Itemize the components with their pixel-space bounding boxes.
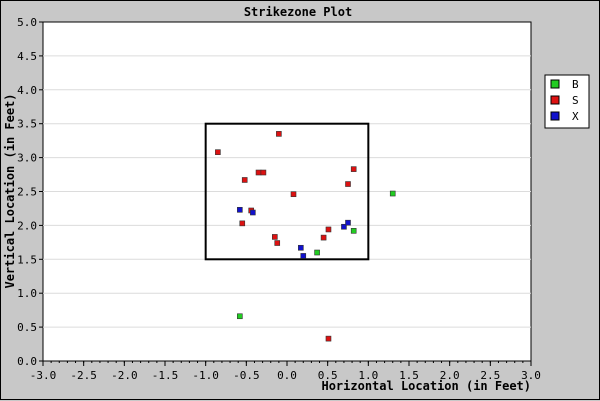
strike-zone-box bbox=[204, 122, 370, 261]
pitch-point-s bbox=[345, 181, 351, 187]
pitch-point-x bbox=[341, 223, 347, 230]
x-tick-label: 0.5 bbox=[318, 369, 338, 382]
pitch-point-s bbox=[271, 234, 278, 240]
legend-swatch-s bbox=[550, 95, 560, 105]
legend-label-x: X bbox=[572, 110, 579, 123]
pitch-point-s bbox=[350, 166, 357, 172]
x-tick-label: 1.0 bbox=[358, 369, 378, 382]
pitch-point-x bbox=[250, 209, 256, 216]
pitch-point-x bbox=[345, 219, 351, 226]
pitch-point-x bbox=[237, 207, 243, 213]
x-tick-label: 2.0 bbox=[440, 369, 460, 382]
x-tick-label: 1.5 bbox=[399, 369, 419, 382]
pitch-point-b bbox=[350, 228, 357, 234]
x-tick-label: -0.5 bbox=[233, 369, 260, 382]
y-tick-label: 5.0 bbox=[17, 16, 37, 29]
pitch-point-s bbox=[325, 335, 332, 342]
x-tick-label: -1.5 bbox=[152, 369, 179, 382]
x-tick-label: 0.0 bbox=[277, 369, 297, 382]
x-tick-label: -2.0 bbox=[111, 369, 138, 382]
x-tick-label: -3.0 bbox=[30, 369, 57, 382]
pitch-point-b bbox=[314, 249, 320, 256]
y-tick-label: 4.0 bbox=[17, 84, 37, 97]
grid-lines bbox=[43, 55, 531, 328]
pitch-point-s bbox=[276, 131, 282, 137]
pitch-points bbox=[215, 131, 396, 342]
pitch-point-b bbox=[389, 190, 396, 197]
pitch-point-s bbox=[260, 169, 267, 176]
y-tick-label: 0.5 bbox=[17, 321, 37, 334]
pitch-point-s bbox=[241, 177, 248, 183]
legend-label-s: S bbox=[572, 94, 579, 107]
legend-swatch-b bbox=[550, 79, 560, 89]
pitch-point-x bbox=[300, 253, 307, 259]
x-axis-label: Horizontal Location (in Feet) bbox=[321, 379, 531, 393]
y-axis-label: Vertical Location (in Feet) bbox=[3, 93, 17, 288]
pitch-point-s bbox=[239, 220, 246, 227]
chart-title: Strikezone Plot bbox=[244, 5, 352, 19]
pitch-point-s bbox=[325, 226, 332, 233]
pitch-point-x bbox=[298, 244, 304, 251]
legend-label-b: B bbox=[572, 78, 579, 91]
y-tick-label: 2.5 bbox=[17, 186, 37, 199]
watermark-text: BrooksBaseball.net bbox=[381, 341, 523, 356]
pitch-point-b bbox=[237, 313, 243, 320]
x-tick-label: 2.5 bbox=[480, 369, 500, 382]
y-tick-label: 3.5 bbox=[17, 118, 37, 131]
pitch-point-s bbox=[215, 149, 221, 155]
x-tick-label: -2.5 bbox=[70, 369, 97, 382]
x-tick-label: -1.0 bbox=[192, 369, 219, 382]
pitch-point-s bbox=[290, 191, 297, 198]
y-tick-label: 4.5 bbox=[17, 50, 37, 63]
y-tick-label: 0.0 bbox=[17, 355, 37, 368]
y-tick-label: 1.0 bbox=[17, 287, 37, 300]
x-axis-ticks: -3.0 -2.5 -2.0 -1.5 -1.0 -0.5 0.0 0.5 1.0 1.5 2.0 2… bbox=[30, 361, 541, 382]
y-tick-label: 3.0 bbox=[17, 152, 37, 165]
y-tick-label: 2.0 bbox=[17, 219, 37, 232]
legend-swatch-x bbox=[550, 111, 560, 121]
x-tick-label: 3.0 bbox=[521, 369, 541, 382]
pitch-point-s bbox=[274, 240, 281, 246]
legend: BSX bbox=[544, 74, 590, 129]
pitch-point-s bbox=[320, 234, 327, 241]
y-tick-label: 1.5 bbox=[17, 253, 37, 266]
pitch-point-s bbox=[255, 169, 262, 176]
y-axis-ticks: 0.0 0.5 1.0 1.5 2.0 2.5 3.0 3.5 4.0 4.5 5.0 bbox=[17, 16, 43, 368]
